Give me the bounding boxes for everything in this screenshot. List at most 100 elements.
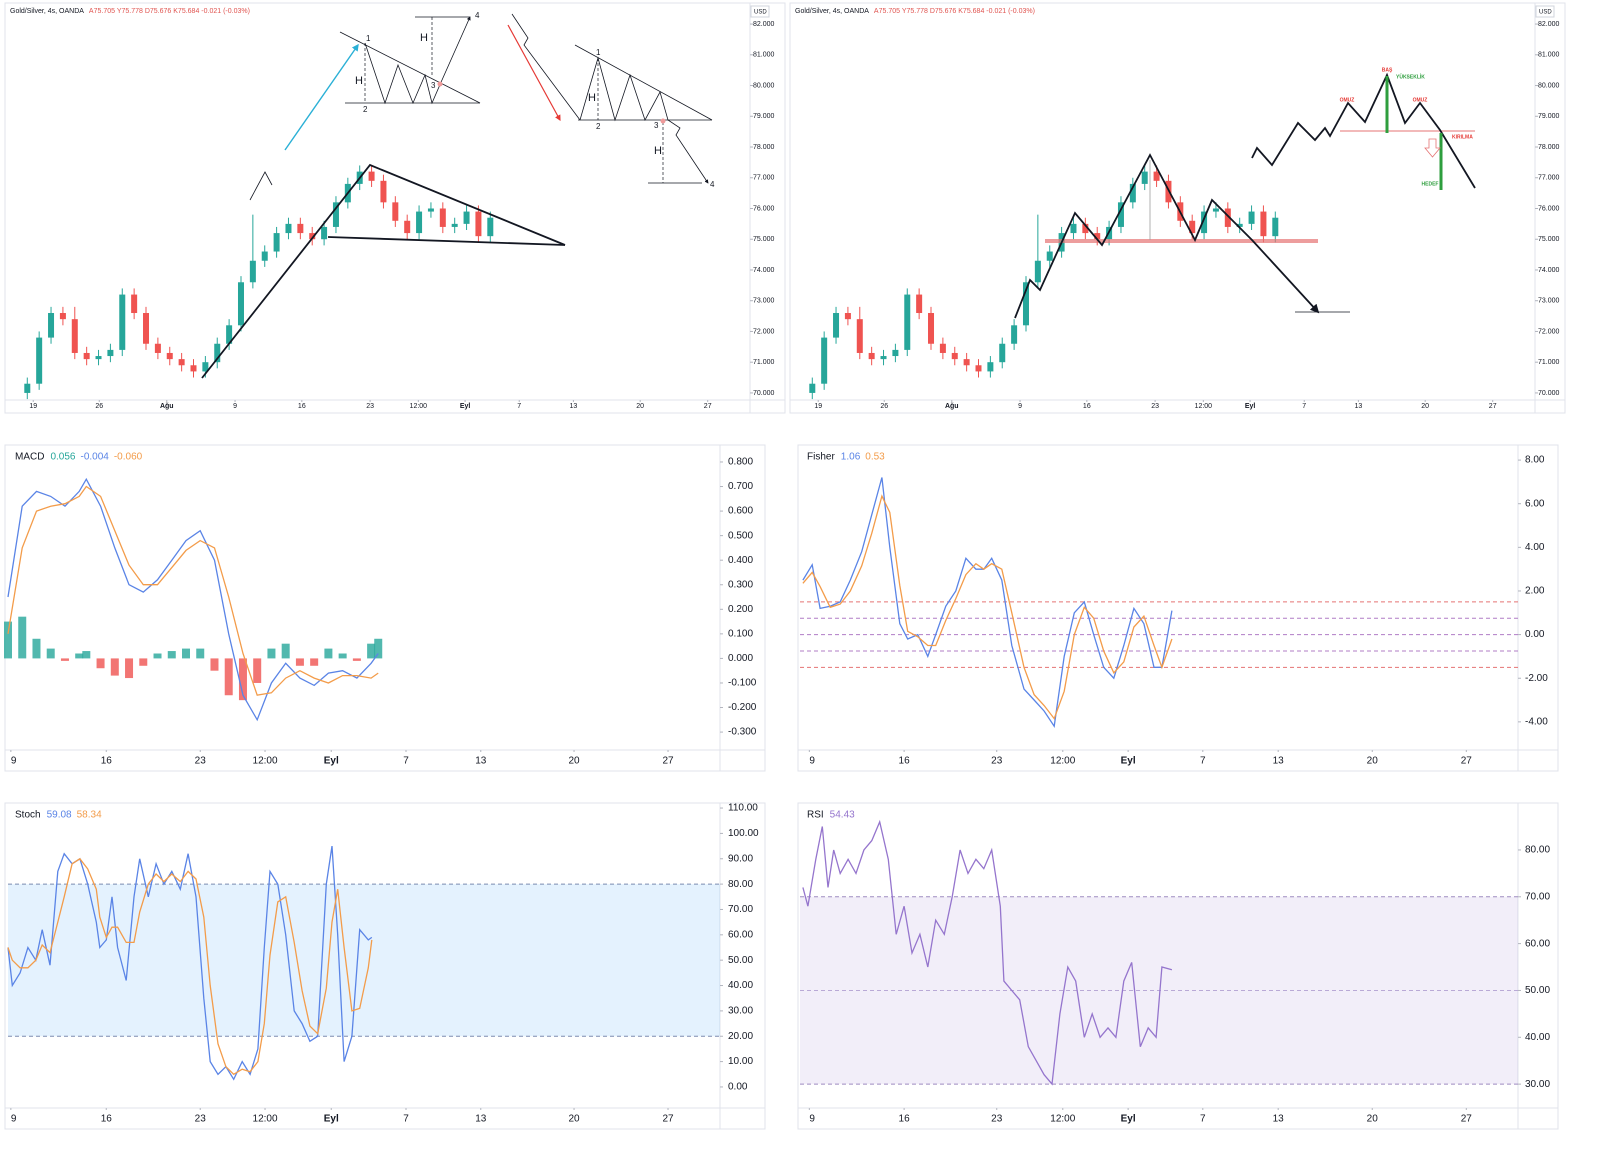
candle-body bbox=[380, 180, 387, 203]
y-tick-label: 73.000 bbox=[753, 298, 775, 305]
point-label: 1 bbox=[366, 34, 371, 43]
x-tick-label: 26 bbox=[880, 403, 888, 410]
currency-box bbox=[750, 5, 770, 18]
candle-body bbox=[856, 319, 863, 353]
y-tick-label: -0.100 bbox=[728, 678, 757, 689]
candle-body bbox=[868, 352, 875, 360]
y-tick-label: 0.00 bbox=[728, 1082, 748, 1093]
candle-body bbox=[249, 260, 256, 283]
y-tick-label: 0.200 bbox=[728, 604, 753, 615]
histogram-bar bbox=[310, 658, 319, 666]
panel-frame bbox=[797, 444, 1559, 772]
point-label: 2 bbox=[363, 105, 368, 114]
candle-body bbox=[166, 352, 173, 360]
candle-body bbox=[1046, 251, 1053, 261]
candle-body bbox=[916, 294, 923, 314]
x-tick-label: 7 bbox=[1302, 403, 1306, 410]
histogram-bar bbox=[324, 648, 333, 659]
point-label: 2 bbox=[596, 122, 601, 131]
x-tick-label: 23 bbox=[991, 756, 1003, 767]
y-tick-label: 0.600 bbox=[728, 506, 753, 517]
y-tick-label: 40.00 bbox=[728, 980, 753, 991]
y-tick-label: 78.000 bbox=[1538, 144, 1560, 151]
x-tick-label: 16 bbox=[298, 403, 306, 410]
chart-marks: 70.00071.00072.00073.00074.00075.00076.0… bbox=[4, 2, 1566, 1130]
panel-frame bbox=[4, 2, 786, 414]
x-tick-label: 27 bbox=[662, 1114, 674, 1125]
x-tick-label: 26 bbox=[95, 403, 103, 410]
candle-body bbox=[904, 294, 911, 350]
x-tick-label: 23 bbox=[195, 1114, 207, 1125]
x-tick-label: 9 bbox=[809, 756, 815, 767]
panel-frame bbox=[789, 2, 1566, 414]
x-tick-label: Eyl bbox=[324, 1114, 339, 1125]
y-tick-label: 0.00 bbox=[1525, 629, 1545, 640]
candle-body bbox=[309, 233, 316, 240]
pattern-zigzag bbox=[579, 56, 709, 184]
y-tick-label: 0.700 bbox=[728, 481, 753, 492]
x-tick-label: 20 bbox=[1367, 1114, 1379, 1125]
indicator-line bbox=[7, 477, 379, 722]
y-tick-label: 80.000 bbox=[753, 82, 775, 89]
x-tick-label: 16 bbox=[101, 756, 113, 767]
ohlc-readout: A75.705 Y75.778 D75.676 K75.684 -0.021 (… bbox=[874, 8, 1035, 15]
indicator-title: Stoch bbox=[15, 810, 41, 821]
x-tick-label: 27 bbox=[704, 403, 712, 410]
indicator-line bbox=[7, 846, 373, 1081]
x-tick-label: 12:00 bbox=[1050, 1114, 1075, 1125]
histogram-bar bbox=[210, 658, 219, 671]
indicator-line bbox=[802, 494, 1173, 720]
candle-body bbox=[463, 211, 470, 224]
candle-body bbox=[416, 211, 423, 234]
y-tick-label: 0.100 bbox=[728, 628, 753, 639]
y-tick-label: 0.000 bbox=[728, 653, 753, 664]
candle-body bbox=[939, 343, 946, 353]
histogram-bar bbox=[32, 638, 41, 659]
candle-body bbox=[487, 217, 494, 237]
y-tick-label: 40.00 bbox=[1525, 1032, 1550, 1043]
triangle-base bbox=[327, 236, 566, 246]
histogram-bar bbox=[153, 653, 162, 659]
indicator-title: MACD bbox=[15, 452, 44, 463]
point-label: 1 bbox=[596, 48, 601, 57]
histogram-bar bbox=[75, 653, 84, 659]
candle-body bbox=[261, 251, 268, 261]
band-fill bbox=[8, 884, 720, 1037]
y-tick-label: 0.800 bbox=[728, 457, 753, 468]
candle-body bbox=[24, 383, 31, 393]
y-tick-label: 50.00 bbox=[728, 955, 753, 966]
y-tick-label: 6.00 bbox=[1525, 498, 1545, 509]
histogram-bar bbox=[46, 648, 55, 659]
x-tick-label: Eyl bbox=[460, 403, 471, 410]
candle-body bbox=[214, 343, 221, 363]
y-tick-label: 80.00 bbox=[728, 879, 753, 890]
height-label: H bbox=[420, 32, 428, 44]
histogram-bar bbox=[110, 658, 119, 676]
histogram-bar bbox=[139, 658, 148, 666]
candle-body bbox=[1153, 171, 1160, 181]
candle-body bbox=[285, 223, 292, 234]
candle-body bbox=[190, 365, 197, 372]
y-tick-label: -4.00 bbox=[1525, 717, 1548, 728]
candle-body bbox=[119, 294, 126, 350]
x-tick-label: 9 bbox=[809, 1114, 815, 1125]
candle-body bbox=[1272, 217, 1279, 237]
x-tick-label: Ağu bbox=[945, 403, 959, 410]
shoulder-label: OMUZ bbox=[1413, 97, 1428, 103]
candle-body bbox=[999, 343, 1006, 363]
ohlc-readout: A75.705 Y75.778 D75.676 K75.684 -0.021 (… bbox=[89, 8, 250, 15]
shoulder-label: OMUZ bbox=[1340, 97, 1355, 103]
y-tick-label: 70.00 bbox=[728, 904, 753, 915]
point-marker bbox=[437, 81, 443, 87]
x-tick-label: 9 bbox=[11, 756, 17, 767]
candle-body bbox=[71, 319, 78, 353]
histogram-bar bbox=[281, 643, 290, 659]
candle-body bbox=[1011, 325, 1018, 344]
candle-body bbox=[451, 223, 458, 227]
y-tick-label: 71.000 bbox=[753, 359, 775, 366]
x-tick-label: 16 bbox=[899, 756, 911, 767]
y-tick-label: 71.000 bbox=[1538, 359, 1560, 366]
x-tick-label: 12:00 bbox=[410, 403, 428, 410]
y-tick-label: -0.200 bbox=[728, 702, 757, 713]
histogram-bar bbox=[267, 648, 276, 659]
